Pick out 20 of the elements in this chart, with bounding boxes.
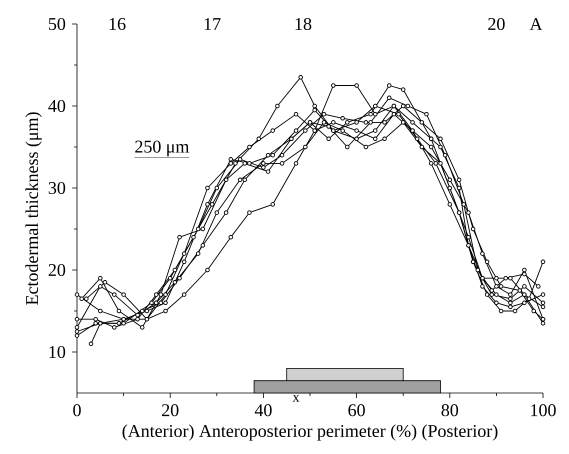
annotation: 20: [488, 18, 505, 30]
annotation: x: [292, 395, 300, 402]
x-tick-label: 80: [442, 404, 458, 416]
y-tick-label: 20: [48, 264, 66, 276]
annotation: 16: [110, 18, 126, 30]
annotation: A: [530, 18, 542, 30]
annotation: 17: [204, 18, 221, 30]
annotation: 18: [296, 18, 312, 30]
y-tick-label: 30: [48, 182, 66, 194]
y-tick-label: 50: [48, 18, 66, 30]
x-axis-title: (Anterior) Anteroposterior perimeter (%) (Posterior): [122, 424, 498, 441]
x-tick-label: 0: [73, 404, 81, 416]
annotation: 250 μm: [135, 140, 190, 156]
x-tick-label: 40: [254, 404, 272, 416]
x-tick-label: 20: [162, 404, 178, 416]
y-axis-title: Ectodermal thickness (μm): [25, 112, 42, 305]
x-tick-label: 100: [531, 404, 556, 416]
y-tick-label: 40: [48, 100, 66, 112]
x-tick-label: 60: [348, 404, 365, 416]
y-tick-label: 10: [49, 346, 66, 358]
